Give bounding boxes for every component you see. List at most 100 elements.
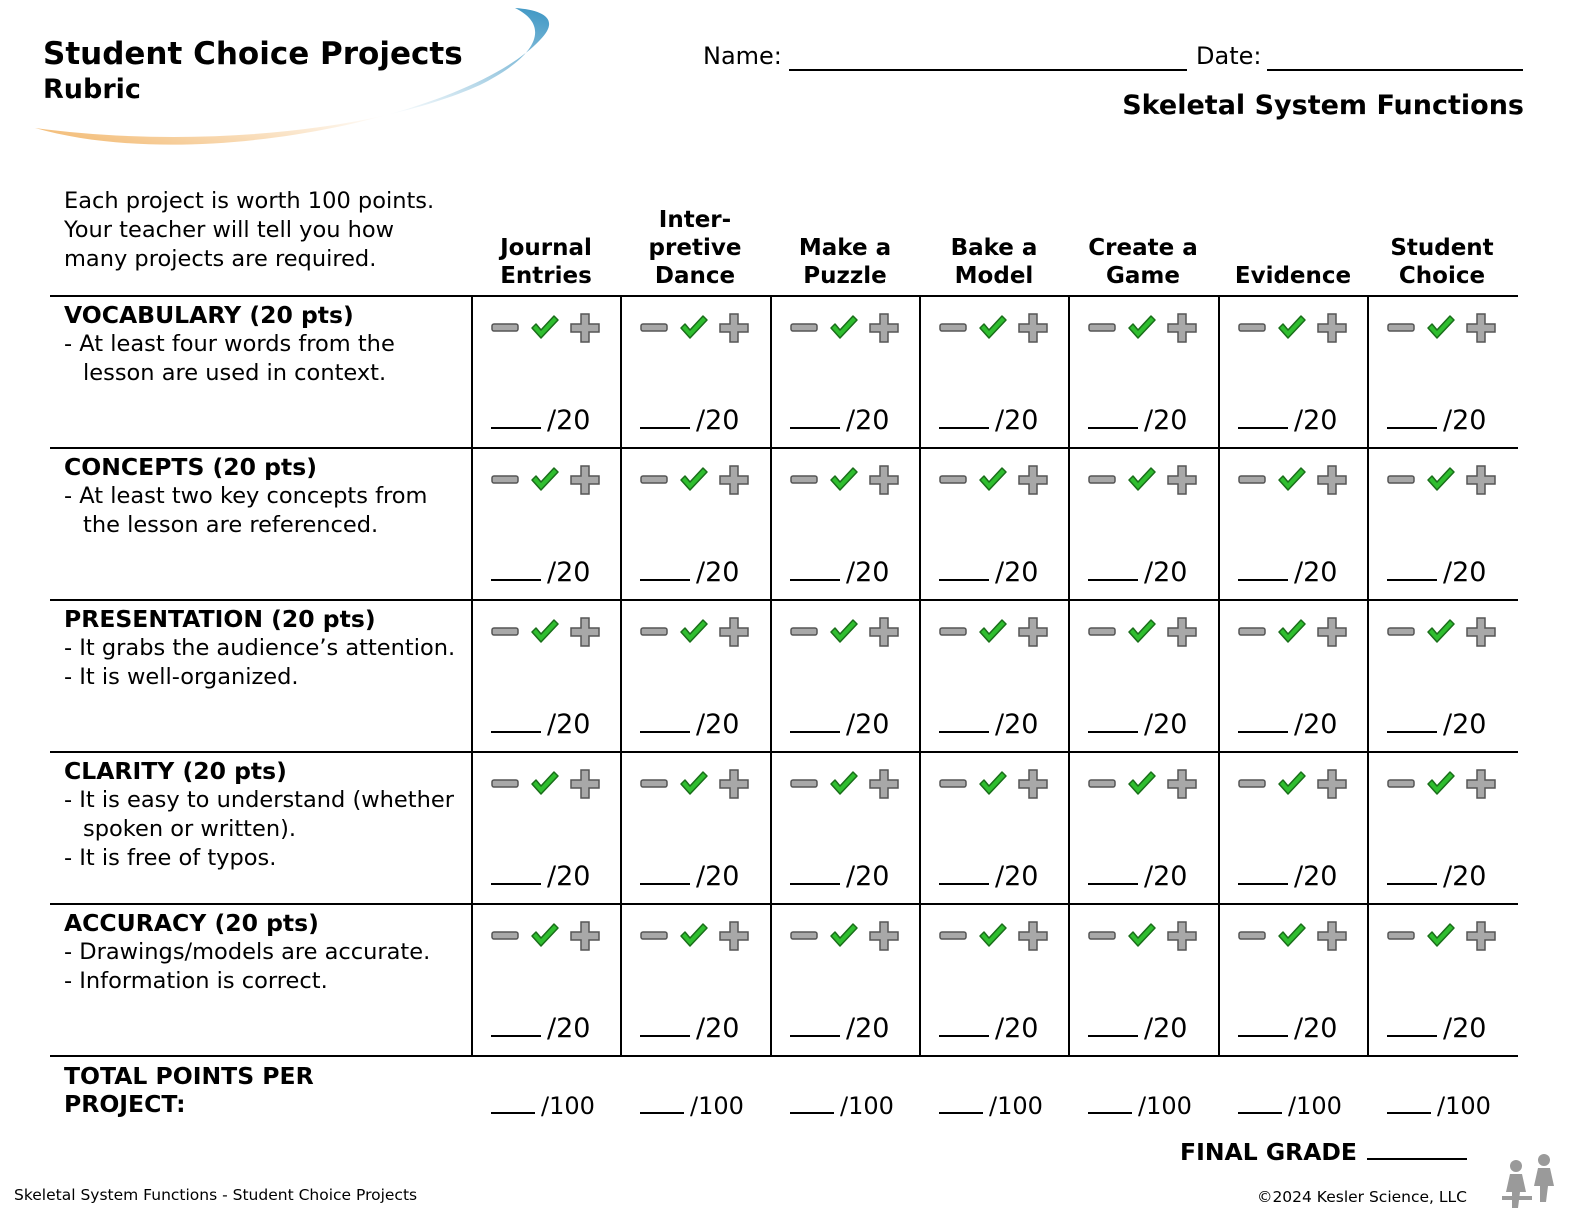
- minus-icon[interactable]: [939, 769, 967, 799]
- plus-icon[interactable]: [1466, 921, 1496, 951]
- score-field[interactable]: /20: [491, 1009, 590, 1044]
- total-blank[interactable]: [1387, 1090, 1431, 1114]
- check-icon[interactable]: [829, 313, 859, 343]
- minus-icon[interactable]: [1088, 465, 1116, 495]
- score-blank[interactable]: [640, 401, 690, 429]
- plus-icon[interactable]: [719, 617, 749, 647]
- plus-icon[interactable]: [719, 921, 749, 951]
- check-icon[interactable]: [679, 465, 709, 495]
- minus-icon[interactable]: [1387, 465, 1415, 495]
- score-blank[interactable]: [1387, 1009, 1437, 1037]
- score-field[interactable]: /20: [1238, 401, 1337, 436]
- plus-icon[interactable]: [1167, 617, 1197, 647]
- score-field[interactable]: /20: [1238, 705, 1337, 740]
- minus-icon[interactable]: [790, 617, 818, 647]
- score-field[interactable]: /20: [1238, 857, 1337, 892]
- score-field[interactable]: /20: [491, 857, 590, 892]
- score-blank[interactable]: [1387, 401, 1437, 429]
- score-blank[interactable]: [640, 1009, 690, 1037]
- minus-icon[interactable]: [1387, 313, 1415, 343]
- minus-icon[interactable]: [1088, 617, 1116, 647]
- total-score-field[interactable]: /100: [1088, 1090, 1192, 1120]
- score-field[interactable]: /20: [491, 553, 590, 588]
- score-blank[interactable]: [491, 857, 541, 885]
- minus-icon[interactable]: [939, 465, 967, 495]
- minus-icon[interactable]: [939, 921, 967, 951]
- check-icon[interactable]: [530, 921, 560, 951]
- check-icon[interactable]: [978, 769, 1008, 799]
- score-blank[interactable]: [939, 1009, 989, 1037]
- check-icon[interactable]: [829, 617, 859, 647]
- score-blank[interactable]: [1238, 553, 1288, 581]
- total-blank[interactable]: [1088, 1090, 1132, 1114]
- score-blank[interactable]: [491, 553, 541, 581]
- total-score-field[interactable]: /100: [491, 1090, 595, 1120]
- minus-icon[interactable]: [640, 769, 668, 799]
- score-field[interactable]: /20: [790, 553, 889, 588]
- check-icon[interactable]: [1127, 769, 1157, 799]
- plus-icon[interactable]: [719, 313, 749, 343]
- minus-icon[interactable]: [640, 921, 668, 951]
- score-field[interactable]: /20: [1387, 705, 1486, 740]
- score-field[interactable]: /20: [640, 705, 739, 740]
- check-icon[interactable]: [1426, 921, 1456, 951]
- total-score-field[interactable]: /100: [1387, 1090, 1491, 1120]
- check-icon[interactable]: [1426, 617, 1456, 647]
- minus-icon[interactable]: [1088, 769, 1116, 799]
- check-icon[interactable]: [530, 617, 560, 647]
- plus-icon[interactable]: [570, 313, 600, 343]
- check-icon[interactable]: [1277, 465, 1307, 495]
- minus-icon[interactable]: [1238, 921, 1266, 951]
- check-icon[interactable]: [1277, 921, 1307, 951]
- plus-icon[interactable]: [570, 769, 600, 799]
- check-icon[interactable]: [978, 313, 1008, 343]
- date-field[interactable]: [1267, 69, 1523, 71]
- minus-icon[interactable]: [640, 313, 668, 343]
- score-blank[interactable]: [1387, 553, 1437, 581]
- score-blank[interactable]: [640, 553, 690, 581]
- plus-icon[interactable]: [570, 617, 600, 647]
- plus-icon[interactable]: [1018, 769, 1048, 799]
- minus-icon[interactable]: [491, 617, 519, 647]
- minus-icon[interactable]: [640, 617, 668, 647]
- plus-icon[interactable]: [570, 921, 600, 951]
- plus-icon[interactable]: [869, 921, 899, 951]
- score-field[interactable]: /20: [790, 401, 889, 436]
- score-field[interactable]: /20: [1387, 1009, 1486, 1044]
- plus-icon[interactable]: [869, 313, 899, 343]
- plus-icon[interactable]: [719, 465, 749, 495]
- check-icon[interactable]: [679, 769, 709, 799]
- total-score-field[interactable]: /100: [939, 1090, 1043, 1120]
- total-blank[interactable]: [939, 1090, 983, 1114]
- minus-icon[interactable]: [1238, 465, 1266, 495]
- check-icon[interactable]: [1426, 465, 1456, 495]
- score-field[interactable]: /20: [1088, 553, 1187, 588]
- plus-icon[interactable]: [719, 769, 749, 799]
- plus-icon[interactable]: [570, 465, 600, 495]
- plus-icon[interactable]: [869, 465, 899, 495]
- check-icon[interactable]: [978, 465, 1008, 495]
- score-blank[interactable]: [1088, 401, 1138, 429]
- plus-icon[interactable]: [1317, 769, 1347, 799]
- total-score-field[interactable]: /100: [1238, 1090, 1342, 1120]
- plus-icon[interactable]: [1167, 313, 1197, 343]
- total-blank[interactable]: [640, 1090, 684, 1114]
- score-field[interactable]: /20: [939, 401, 1038, 436]
- score-blank[interactable]: [790, 857, 840, 885]
- score-field[interactable]: /20: [1387, 401, 1486, 436]
- score-field[interactable]: /20: [1238, 553, 1337, 588]
- minus-icon[interactable]: [1387, 617, 1415, 647]
- minus-icon[interactable]: [1088, 313, 1116, 343]
- minus-icon[interactable]: [939, 313, 967, 343]
- score-field[interactable]: /20: [939, 857, 1038, 892]
- plus-icon[interactable]: [1466, 617, 1496, 647]
- check-icon[interactable]: [679, 313, 709, 343]
- score-field[interactable]: /20: [491, 705, 590, 740]
- check-icon[interactable]: [1277, 313, 1307, 343]
- total-blank[interactable]: [1238, 1090, 1282, 1114]
- check-icon[interactable]: [1127, 313, 1157, 343]
- minus-icon[interactable]: [1238, 769, 1266, 799]
- minus-icon[interactable]: [790, 465, 818, 495]
- check-icon[interactable]: [829, 465, 859, 495]
- check-icon[interactable]: [978, 617, 1008, 647]
